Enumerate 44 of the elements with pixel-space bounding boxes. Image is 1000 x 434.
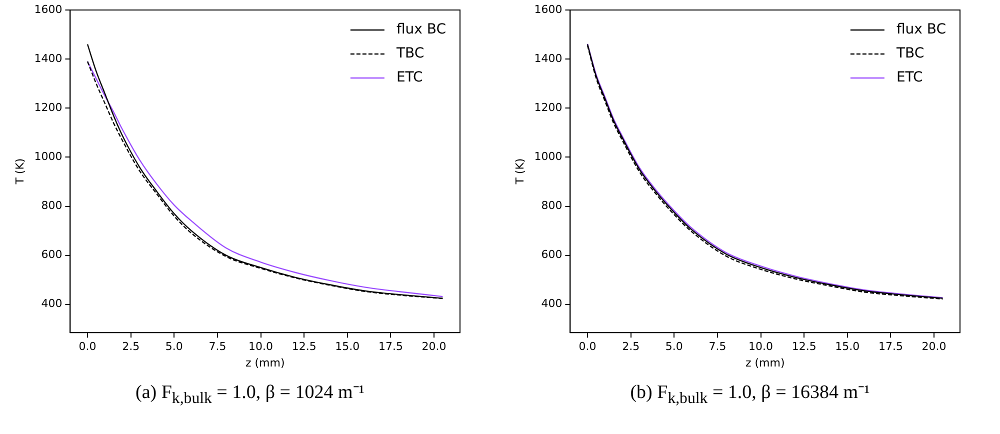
y-tick-label: 400 [541,297,562,310]
x-tick-label: 12.5 [292,340,316,354]
x-tick-label: 0.0 [78,340,96,354]
x-tick-label: 10.0 [748,340,774,354]
x-tick-label: 5.0 [665,340,683,354]
x-axis-title: z (mm) [745,356,785,370]
x-tick-label: 2.5 [622,340,640,354]
legend-label: flux BC [896,22,946,38]
x-tick-label: 7.5 [708,340,726,354]
x-tick-label: 7.5 [208,340,226,354]
y-tick-label: 1000 [534,150,562,164]
x-axis-title: z (mm) [245,356,285,370]
y-tick-label: 600 [541,248,562,262]
y-tick-label: 1600 [534,2,562,16]
y-tick-label: 1200 [534,100,562,114]
x-tick-label: 15.0 [835,340,860,354]
y-tick-label: 1600 [34,2,62,16]
legend-label: flux BC [396,22,446,38]
x-tick-label: 15.0 [335,340,360,354]
text: (b) F$_{k,bulk}$ = 1.0, β = 16384 m⁻¹ [629,381,871,408]
x-tick-label: 20.0 [422,340,446,354]
x-tick-label: 12.5 [792,340,816,354]
y-tick-label: 1400 [534,52,562,65]
y-tick-label: 1400 [34,52,62,65]
y-tick-label: 800 [541,199,562,212]
legend-label: ETC [896,70,924,86]
y-axis-title: T (K) [13,158,26,186]
legend-label: TBC [895,46,924,62]
legend-label: TBC [395,46,424,62]
text: (a) F$_{k,bulk}$ = 1.0, β = 1024 m⁻¹ [134,381,366,408]
y-tick-label: 600 [41,248,62,262]
x-tick-label: 0.0 [578,340,596,354]
y-tick-label: 400 [41,297,62,310]
y-axis-title: T (K) [513,158,526,186]
y-tick-label: 1200 [34,100,62,114]
legend-label: ETC [396,70,424,86]
x-tick-label: 2.5 [122,340,140,354]
x-tick-label: 10.0 [248,340,274,354]
x-tick-label: 20.0 [922,340,946,354]
y-tick-label: 800 [41,199,62,212]
x-tick-label: 5.0 [165,340,183,354]
x-tick-label: 17.5 [378,340,403,354]
y-tick-label: 1000 [34,150,62,164]
x-tick-label: 17.5 [878,340,903,354]
